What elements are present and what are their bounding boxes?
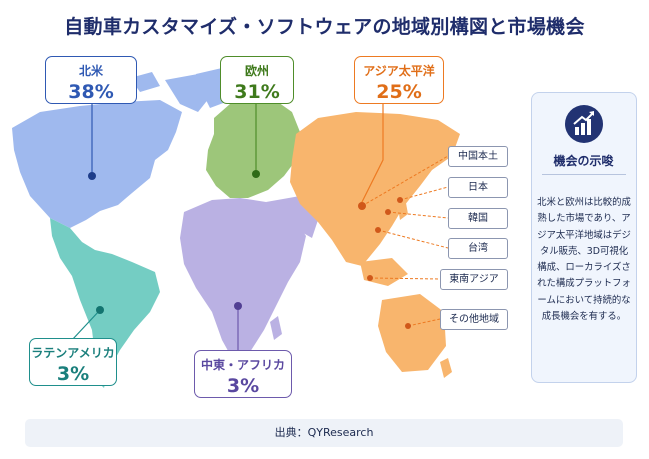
region-share: 25% xyxy=(376,81,422,103)
region-share: 3% xyxy=(226,375,260,397)
region-north-america: 北米 38% xyxy=(45,56,137,104)
insight-panel: 機会の示唆 北米と欧州は比較的成熟した市場であり、アジア太平洋地域はデジタル販売… xyxy=(531,92,637,383)
region-middle-east-africa: 中東・アフリカ 3% xyxy=(194,350,292,398)
north-america-shape xyxy=(12,100,182,228)
source-note: 出典：QYResearch xyxy=(25,419,623,447)
other-region-marker xyxy=(405,323,411,329)
region-asia-pacific: アジア太平洋 25% xyxy=(354,56,444,104)
country-southeast-asia: 東南アジア xyxy=(440,269,508,290)
insight-heading: 機会の示唆 xyxy=(553,154,614,168)
north-america-marker xyxy=(88,172,96,180)
page-title: 自動車カスタマイズ・ソフトウェアの地域別構図と市場機会 xyxy=(64,16,585,38)
korea-marker xyxy=(385,209,391,215)
europe-marker xyxy=(252,170,260,178)
region-share: 31% xyxy=(234,81,280,103)
latin-america-shape xyxy=(50,218,160,388)
insight-divider xyxy=(542,174,626,175)
region-share: 3% xyxy=(56,363,90,385)
region-name: 北米 xyxy=(78,64,103,78)
middle-east-africa-shape xyxy=(180,198,306,358)
region-name: ラテンアメリカ xyxy=(31,346,115,360)
region-name: アジア太平洋 xyxy=(363,64,435,78)
europe-shape xyxy=(206,96,300,198)
japan-marker xyxy=(397,197,403,203)
latin-america-marker xyxy=(96,306,104,314)
country-china: 中国本土 xyxy=(448,146,508,167)
sea-marker xyxy=(367,275,373,281)
taiwan-marker xyxy=(375,227,381,233)
china-marker xyxy=(358,202,366,210)
insight-body: 北米と欧州は比較的成熟した市場であり、アジア太平洋地域はデジタル販売、3D可視化… xyxy=(537,197,631,323)
asia-pacific-shape xyxy=(290,112,460,266)
country-taiwan: 台湾 xyxy=(448,238,508,259)
country-other-region: その他地域 xyxy=(440,309,508,330)
region-share: 38% xyxy=(68,81,114,103)
region-name: 欧州 xyxy=(244,64,269,78)
region-name: 中東・アフリカ xyxy=(200,358,285,372)
country-korea: 韓国 xyxy=(448,208,508,229)
region-latin-america: ラテンアメリカ 3% xyxy=(29,338,117,386)
region-europe: 欧州 31% xyxy=(220,56,294,104)
country-japan: 日本 xyxy=(448,177,508,198)
chart-up-icon xyxy=(565,105,603,143)
mea-marker xyxy=(234,302,242,310)
